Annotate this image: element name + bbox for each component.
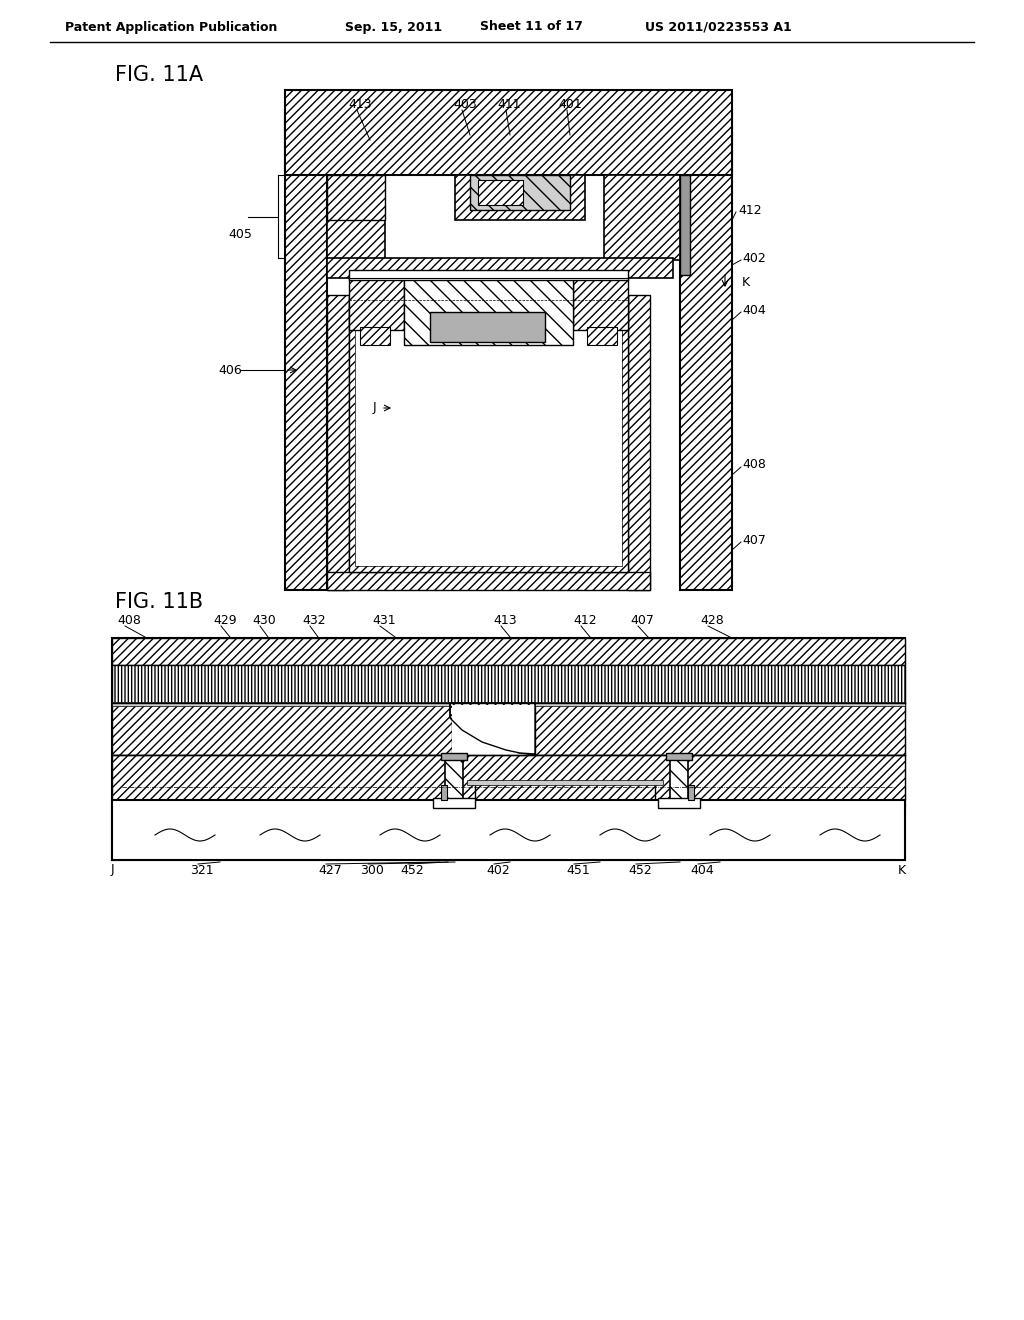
Bar [670, 755, 688, 808]
Text: K: K [898, 863, 906, 876]
Text: Sheet 11 of 17: Sheet 11 of 17 [480, 21, 583, 33]
Bar [628, 294, 650, 590]
Bar [587, 327, 617, 345]
Bar [112, 665, 905, 704]
Bar [433, 799, 475, 808]
Bar [112, 803, 905, 808]
Text: 408: 408 [742, 458, 766, 471]
Text: 431: 431 [372, 614, 395, 627]
Bar [455, 176, 585, 220]
Text: 407: 407 [742, 533, 766, 546]
Bar [327, 572, 650, 590]
Text: 404: 404 [690, 863, 714, 876]
Bar [470, 176, 570, 210]
Bar [112, 702, 905, 706]
Bar [680, 110, 732, 590]
Bar [355, 304, 622, 566]
Text: 411: 411 [497, 99, 520, 111]
Bar [112, 704, 452, 755]
Text: 427: 427 [318, 863, 342, 876]
Text: 402: 402 [742, 252, 766, 264]
Bar [112, 638, 905, 665]
Text: 403: 403 [453, 99, 477, 111]
Bar [327, 294, 349, 590]
Bar [355, 304, 622, 566]
Polygon shape [450, 704, 535, 755]
Text: 402: 402 [486, 863, 510, 876]
Bar [112, 799, 905, 803]
Text: 432: 432 [302, 614, 326, 627]
Bar [452, 705, 535, 752]
Bar [349, 271, 628, 280]
Text: 406: 406 [218, 363, 242, 376]
Text: 404: 404 [742, 304, 766, 317]
Text: 430: 430 [252, 614, 275, 627]
Text: 300: 300 [360, 863, 384, 876]
Text: Patent Application Publication: Patent Application Publication [65, 21, 278, 33]
Text: 412: 412 [738, 203, 762, 216]
Bar [327, 176, 385, 260]
Text: 413: 413 [348, 99, 372, 111]
Text: 401: 401 [558, 99, 582, 111]
Text: J: J [111, 863, 115, 876]
Bar [478, 180, 523, 205]
Bar [112, 638, 905, 861]
Bar [475, 783, 655, 803]
Text: FIG. 11B: FIG. 11B [115, 591, 203, 612]
Text: 408: 408 [117, 614, 141, 627]
Text: 428: 428 [700, 614, 724, 627]
Bar [604, 176, 680, 260]
Bar [573, 275, 628, 330]
Text: 429: 429 [213, 614, 237, 627]
Text: 413: 413 [493, 614, 517, 627]
Bar [112, 800, 905, 861]
Bar [327, 257, 673, 279]
Text: Sep. 15, 2011: Sep. 15, 2011 [345, 21, 442, 33]
Text: FIG. 11A: FIG. 11A [115, 65, 203, 84]
Text: 407: 407 [630, 614, 654, 627]
Text: 452: 452 [628, 863, 651, 876]
Bar [349, 297, 628, 572]
Bar [467, 780, 663, 785]
Bar [658, 799, 700, 808]
Text: 321: 321 [190, 863, 214, 876]
Bar [441, 785, 447, 800]
Bar [445, 755, 463, 808]
Bar [285, 110, 327, 590]
Text: 405: 405 [228, 228, 252, 242]
Bar [285, 90, 732, 176]
Bar [349, 275, 404, 330]
Bar [360, 327, 390, 345]
Text: 451: 451 [566, 863, 590, 876]
Bar [688, 785, 694, 800]
Bar [535, 704, 905, 755]
Bar [666, 752, 692, 760]
Text: 452: 452 [400, 863, 424, 876]
Text: K: K [742, 276, 751, 289]
Text: J: J [373, 401, 377, 414]
Bar [327, 176, 385, 220]
Text: 412: 412 [573, 614, 597, 627]
Bar [441, 752, 467, 760]
Bar [680, 176, 690, 275]
Bar [404, 275, 573, 345]
Bar [430, 312, 545, 342]
Bar [112, 755, 905, 800]
Text: US 2011/0223553 A1: US 2011/0223553 A1 [645, 21, 792, 33]
